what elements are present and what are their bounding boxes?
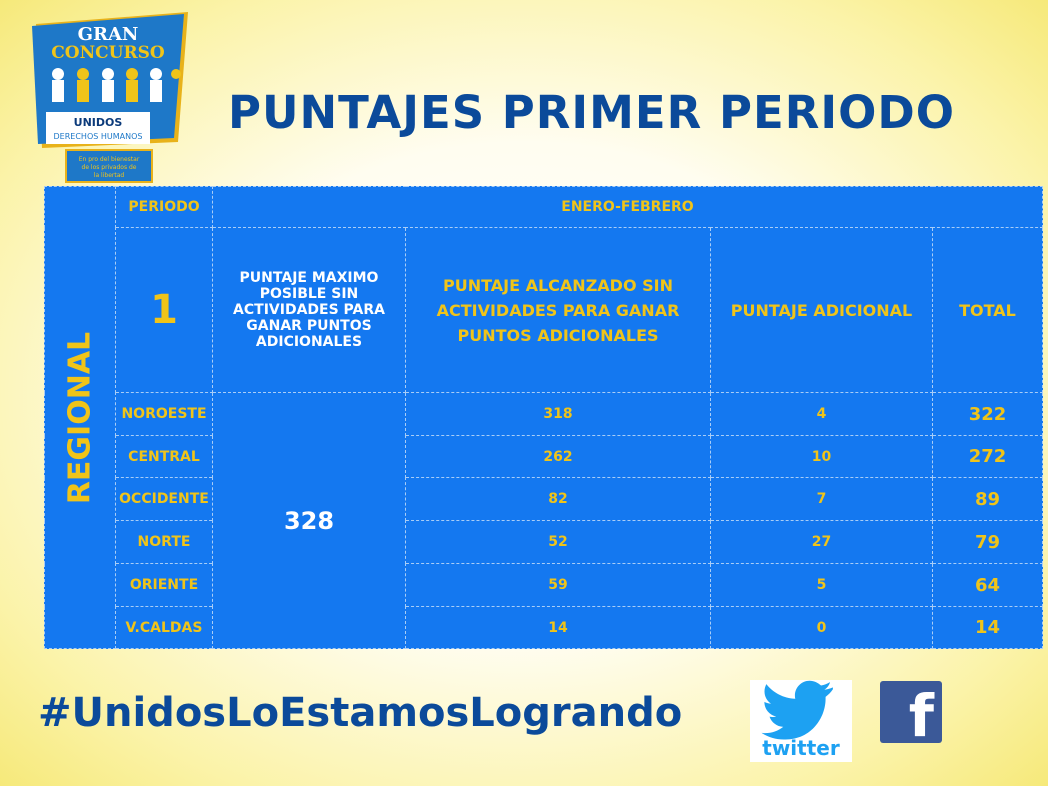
period-number: 1 (115, 227, 213, 393)
region: NOROESTE (115, 392, 213, 436)
facebook-icon: f (908, 682, 934, 743)
total: 89 (932, 477, 1043, 521)
total: 272 (932, 435, 1043, 478)
region: V.CALDAS (115, 606, 213, 649)
svg-text:CONCURSO: CONCURSO (51, 43, 165, 63)
svg-text:UNIDOS: UNIDOS (74, 116, 123, 129)
periodo-label: PERIODO (115, 186, 213, 228)
region: CENTRAL (115, 435, 213, 478)
svg-text:En pro del bienestar: En pro del bienestar (79, 156, 140, 163)
total: 79 (932, 520, 1043, 564)
region: NORTE (115, 520, 213, 564)
adicional: 5 (710, 563, 933, 607)
alcanzado: 52 (405, 520, 711, 564)
periodo-value: ENERO-FEBRERO (212, 186, 1043, 228)
table-row: V.CALDAS 14 0 14 (45, 606, 1043, 649)
adicional: 27 (710, 520, 933, 564)
hashtag: #UnidosLoEstamosLogrando (38, 690, 683, 736)
alcanzado: 14 (405, 606, 711, 649)
region: ORIENTE (115, 563, 213, 607)
twitter-button[interactable]: twitter (750, 680, 852, 762)
page-title: PUNTAJES PRIMER PERIODO (228, 86, 955, 139)
table-row: OCCIDENTE 82 7 89 (45, 477, 1043, 521)
adicional: 4 (710, 392, 933, 436)
header-adicional: PUNTAJE ADICIONAL (710, 227, 933, 393)
twitter-bird-icon (761, 680, 833, 740)
alcanzado: 318 (405, 392, 711, 436)
svg-text:la libertad: la libertad (94, 172, 125, 179)
header-max: PUNTAJE MAXIMO POSIBLE SIN ACTIVIDADES P… (212, 227, 406, 393)
header-alcanzado: PUNTAJE ALCANZADO SIN ACTIVIDADES PARA G… (405, 227, 711, 393)
alcanzado: 262 (405, 435, 711, 478)
max-score: 328 (212, 392, 406, 649)
total: 322 (932, 392, 1043, 436)
twitter-label: twitter (762, 736, 840, 760)
adicional: 10 (710, 435, 933, 478)
table-row: CENTRAL 262 10 272 (45, 435, 1043, 478)
regional-label: REGIONAL (44, 186, 116, 649)
adicional: 0 (710, 606, 933, 649)
gran-concurso-logo: GRAN CONCURSO UNIDOS DERECHOS HUMANOS En… (32, 12, 188, 183)
table-row: NORTE 52 27 79 (45, 520, 1043, 564)
scores-table: REGIONAL PERIODO ENERO-FEBRERO 1 PUNTAJE… (44, 186, 1043, 649)
total: 64 (932, 563, 1043, 607)
table-row: ORIENTE 59 5 64 (45, 563, 1043, 607)
svg-text:de los privados de: de los privados de (82, 164, 137, 171)
header-total: TOTAL (932, 227, 1043, 393)
region: OCCIDENTE (115, 477, 213, 521)
alcanzado: 82 (405, 477, 711, 521)
total: 14 (932, 606, 1043, 649)
adicional: 7 (710, 477, 933, 521)
svg-text:DERECHOS HUMANOS: DERECHOS HUMANOS (54, 132, 143, 141)
svg-text:GRAN: GRAN (78, 24, 139, 45)
table-row: NOROESTE 328 318 4 322 (45, 392, 1043, 649)
alcanzado: 59 (405, 563, 711, 607)
facebook-button[interactable]: f (880, 681, 942, 743)
